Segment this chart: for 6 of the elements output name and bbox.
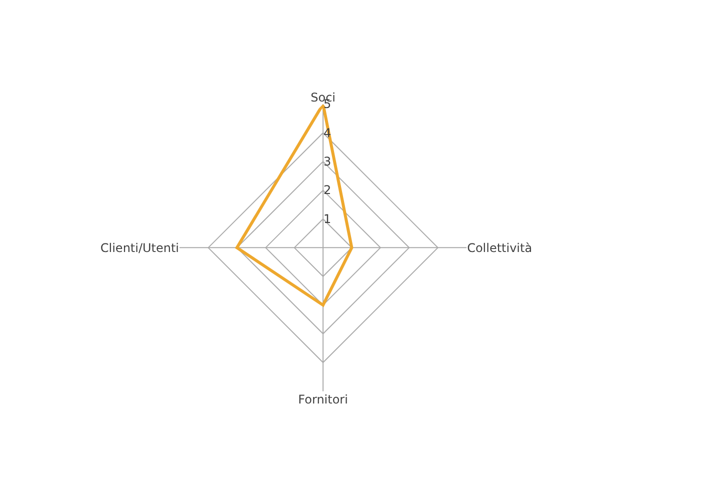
y-tick-label: 3 bbox=[324, 154, 332, 168]
y-tick-label: 2 bbox=[324, 183, 332, 198]
spoke-label: Fornitori bbox=[298, 392, 348, 407]
spoke-label: Clienti/Utenti bbox=[100, 240, 180, 255]
y-tick-label: 1 bbox=[324, 212, 332, 226]
spoke-label: Collettività bbox=[467, 240, 532, 255]
